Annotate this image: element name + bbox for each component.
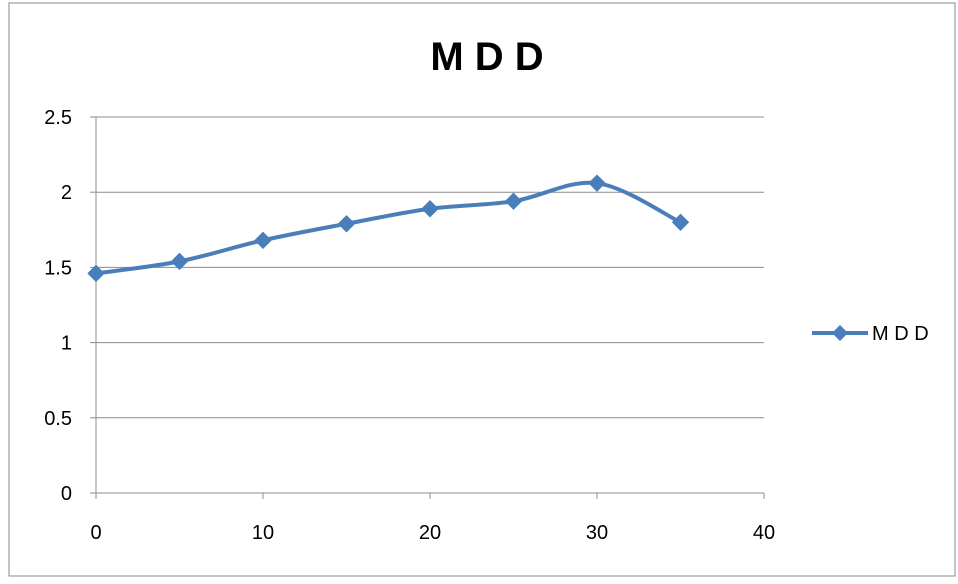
x-tick-label: 40 bbox=[753, 522, 775, 544]
legend-label: M D D bbox=[872, 323, 929, 345]
data-point-marker bbox=[504, 192, 523, 210]
data-point-marker bbox=[337, 215, 356, 233]
gridlines bbox=[96, 116, 764, 419]
chart-border bbox=[8, 2, 956, 577]
series-line bbox=[95, 180, 682, 276]
axes: 0 0.5 1 1.5 2 2.5 0 10 20 30 40 bbox=[44, 107, 775, 544]
x-tick-label: 30 bbox=[586, 522, 608, 544]
data-point-marker bbox=[421, 200, 439, 218]
data-point-marker bbox=[170, 252, 189, 271]
legend: M D D bbox=[812, 323, 929, 345]
y-tick-label: 1.5 bbox=[44, 257, 72, 279]
data-point-marker bbox=[87, 264, 105, 283]
x-tick-label: 20 bbox=[419, 522, 441, 544]
y-tick-label: 1 bbox=[61, 333, 72, 355]
data-point-marker bbox=[254, 231, 272, 250]
y-tick-label: 0.5 bbox=[44, 408, 72, 430]
series-group bbox=[87, 174, 690, 283]
data-point-marker bbox=[588, 174, 606, 192]
chart-title: M D D bbox=[430, 35, 543, 79]
data-point-marker bbox=[671, 213, 690, 231]
legend-marker-icon bbox=[832, 325, 848, 341]
y-tick-label: 2.5 bbox=[44, 107, 72, 129]
y-tick-label: 2 bbox=[61, 182, 72, 204]
x-tick-label: 0 bbox=[90, 522, 101, 544]
y-tick-label: 0 bbox=[61, 483, 72, 505]
x-tick-label: 10 bbox=[252, 522, 274, 544]
